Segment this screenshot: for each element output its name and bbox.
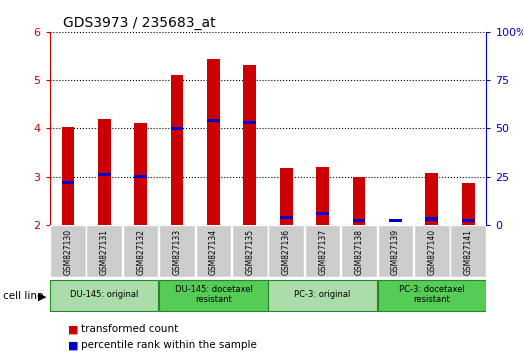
Text: GSM827135: GSM827135 <box>245 229 254 275</box>
Text: GSM827131: GSM827131 <box>100 229 109 275</box>
Text: GSM827133: GSM827133 <box>173 229 181 275</box>
Text: PC-3: docetaxel
resistant: PC-3: docetaxel resistant <box>399 285 465 304</box>
Bar <box>196 225 231 278</box>
Bar <box>268 225 304 278</box>
Bar <box>316 212 329 215</box>
Bar <box>268 280 377 310</box>
Bar <box>170 75 184 225</box>
Bar <box>86 225 122 278</box>
Text: GSM827132: GSM827132 <box>136 229 145 275</box>
Text: GSM827137: GSM827137 <box>318 229 327 275</box>
Text: ▶: ▶ <box>38 291 46 301</box>
Text: GSM827138: GSM827138 <box>355 229 363 275</box>
Bar <box>353 219 366 223</box>
Bar <box>425 173 438 225</box>
Bar <box>280 216 292 219</box>
Text: GSM827140: GSM827140 <box>427 229 436 275</box>
Bar <box>462 219 474 223</box>
Bar <box>159 225 195 278</box>
Bar <box>414 225 450 278</box>
Text: GSM827139: GSM827139 <box>391 229 400 275</box>
Bar <box>316 167 329 225</box>
Bar <box>207 59 220 225</box>
Text: cell line: cell line <box>3 291 43 301</box>
Bar <box>341 225 377 278</box>
Bar <box>134 175 147 178</box>
Text: GSM827141: GSM827141 <box>464 229 473 275</box>
Text: PC-3: original: PC-3: original <box>294 290 351 299</box>
Text: DU-145: original: DU-145: original <box>70 290 139 299</box>
Bar <box>425 217 438 221</box>
Text: ■: ■ <box>68 340 78 350</box>
Text: GSM827134: GSM827134 <box>209 229 218 275</box>
Bar <box>389 219 402 223</box>
Bar <box>462 183 474 225</box>
Text: transformed count: transformed count <box>81 324 178 334</box>
Bar <box>244 121 256 124</box>
Bar <box>353 177 366 225</box>
Bar <box>123 225 158 278</box>
Text: GSM827136: GSM827136 <box>282 229 291 275</box>
Bar <box>305 225 340 278</box>
Bar <box>62 181 74 184</box>
Text: ■: ■ <box>68 324 78 334</box>
Bar <box>62 127 74 225</box>
Text: percentile rank within the sample: percentile rank within the sample <box>81 340 257 350</box>
Bar <box>98 119 111 225</box>
Bar <box>207 119 220 122</box>
Bar <box>280 169 292 225</box>
Bar <box>98 173 111 176</box>
Bar <box>378 225 413 278</box>
Bar <box>50 225 86 278</box>
Bar <box>50 280 158 310</box>
Text: DU-145: docetaxel
resistant: DU-145: docetaxel resistant <box>175 285 253 304</box>
Text: GDS3973 / 235683_at: GDS3973 / 235683_at <box>63 16 215 30</box>
Bar <box>450 225 486 278</box>
Bar <box>134 122 147 225</box>
Bar <box>170 127 184 130</box>
Text: GSM827130: GSM827130 <box>63 229 72 275</box>
Bar <box>378 280 486 310</box>
Bar <box>244 65 256 225</box>
Bar <box>159 280 268 310</box>
Bar <box>232 225 268 278</box>
